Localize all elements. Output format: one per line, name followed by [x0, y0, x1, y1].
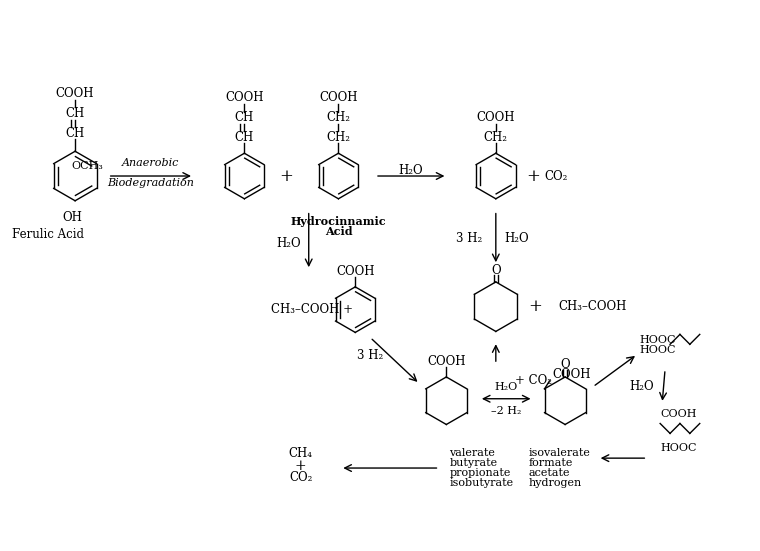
Text: H₂O: H₂O	[398, 164, 423, 176]
Text: HOOC: HOOC	[660, 443, 697, 453]
Text: HOOC: HOOC	[639, 345, 676, 355]
Text: COOH: COOH	[319, 91, 358, 104]
Text: O: O	[560, 358, 570, 371]
Text: OH: OH	[62, 210, 82, 224]
Text: Biodegradation: Biodegradation	[107, 178, 194, 188]
Text: HOOC: HOOC	[639, 336, 676, 345]
Text: acetate: acetate	[528, 468, 570, 478]
Text: isobutyrate: isobutyrate	[449, 478, 514, 488]
Text: CH₂: CH₂	[327, 111, 350, 124]
Text: Hydrocinnamic: Hydrocinnamic	[290, 215, 386, 226]
Text: H₂O: H₂O	[494, 382, 518, 392]
Text: CH₂: CH₂	[327, 131, 350, 144]
Text: valerate: valerate	[449, 448, 496, 458]
Text: COOH: COOH	[477, 111, 515, 124]
Text: CH₄: CH₄	[289, 447, 313, 460]
Text: H₂O: H₂O	[276, 237, 301, 250]
Text: formate: formate	[528, 458, 573, 468]
Text: 3 H₂: 3 H₂	[356, 349, 383, 361]
Text: COOH: COOH	[660, 409, 697, 419]
Text: COOH: COOH	[427, 355, 466, 368]
Text: Acid: Acid	[325, 225, 352, 236]
Text: propionate: propionate	[449, 468, 511, 478]
Text: isovalerate: isovalerate	[528, 448, 591, 458]
Text: CH₂: CH₂	[484, 131, 508, 144]
Text: COOH: COOH	[553, 369, 591, 381]
Text: 3 H₂: 3 H₂	[456, 232, 482, 245]
Text: CH: CH	[65, 107, 84, 120]
Text: OCH₃: OCH₃	[71, 161, 103, 171]
Text: COOH: COOH	[55, 88, 94, 100]
Text: CH₃–COOH +: CH₃–COOH +	[271, 303, 353, 316]
Text: Ferulic Acid: Ferulic Acid	[11, 229, 84, 241]
Text: CH: CH	[235, 111, 254, 124]
Text: CH₃–COOH: CH₃–COOH	[558, 300, 626, 313]
Text: H₂O: H₂O	[505, 232, 530, 245]
Text: Anaerobic: Anaerobic	[122, 158, 179, 168]
Text: COOH: COOH	[336, 264, 375, 278]
Text: O: O	[491, 263, 501, 277]
Text: H₂O: H₂O	[629, 380, 654, 393]
Text: +: +	[527, 168, 540, 185]
Text: COOH: COOH	[225, 91, 264, 104]
Text: –2 H₂: –2 H₂	[490, 406, 521, 415]
Text: +: +	[279, 168, 293, 185]
Text: CH: CH	[65, 127, 84, 140]
Text: + CO₂: + CO₂	[515, 374, 552, 387]
Text: CO₂: CO₂	[544, 170, 568, 182]
Text: CH: CH	[235, 131, 254, 144]
Text: CO₂: CO₂	[289, 472, 312, 484]
Text: butyrate: butyrate	[449, 458, 497, 468]
Text: +: +	[528, 298, 543, 315]
Text: +: +	[295, 459, 306, 473]
Text: hydrogen: hydrogen	[528, 478, 581, 488]
